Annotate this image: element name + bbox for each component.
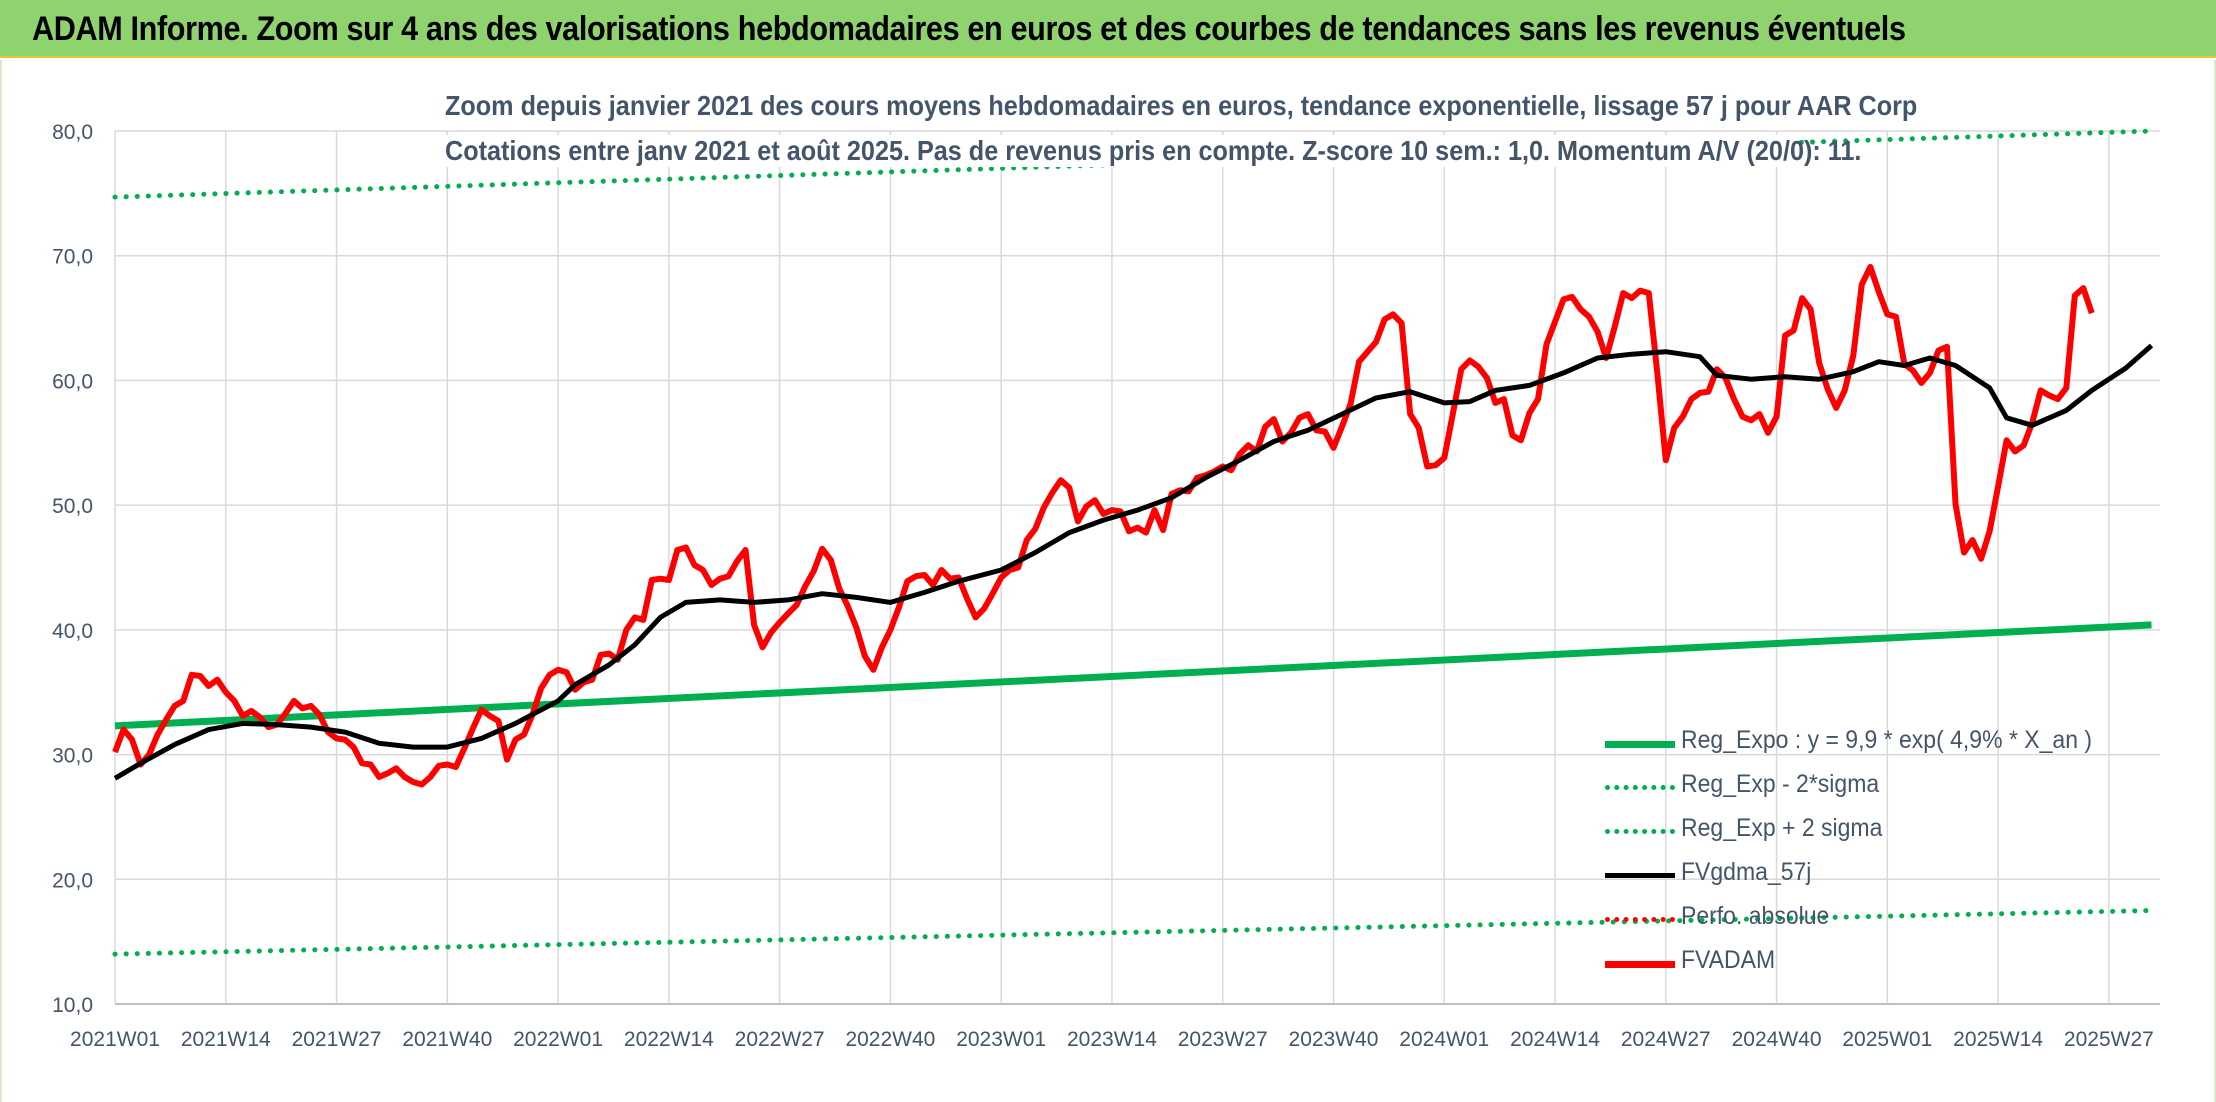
legend-label: FVgdma_57j [1681,858,1812,886]
x-tick-label: 2021W01 [70,1028,160,1051]
x-tick-label: 2025W14 [1953,1028,2043,1051]
series-line-fvgdma_57j [113,343,2154,781]
y-tick-label: 40,0 [52,620,93,643]
x-tick-label: 2023W40 [1289,1028,1379,1051]
x-tick-label: 2021W14 [181,1028,271,1051]
chart-title: Zoom depuis janvier 2021 des cours moyen… [445,90,1918,122]
x-tick-label: 2021W27 [292,1028,382,1051]
y-tick-label: 70,0 [52,246,93,269]
x-tick-label: 2023W14 [1067,1028,1157,1051]
legend-item: Perfo. absolue [1605,898,2125,942]
x-tick-label: 2024W27 [1621,1028,1711,1051]
legend-label: Reg_Exp - 2*sigma [1681,770,1880,798]
chart-area [0,60,2216,1102]
legend-swatch [1605,741,1675,748]
chart-legend: Reg_Expo : y = 9,9 * exp( 4,9% * X_an ) R… [1605,722,2125,986]
legend-item: FVgdma_57j [1605,854,2125,898]
legend-swatch [1605,961,1675,968]
x-tick-label: 2022W01 [513,1028,603,1051]
legend-label: Reg_Expo : y = 9,9 * exp( 4,9% * X_an ) [1681,726,2093,754]
y-tick-label: 50,0 [52,495,93,518]
x-tick-label: 2021W40 [402,1028,492,1051]
y-tick-label: 80,0 [52,121,93,144]
legend-swatch [1605,917,1675,922]
header-title: ADAM Informe. Zoom sur 4 ans des valoris… [32,10,1906,48]
x-tick-label: 2023W27 [1178,1028,1268,1051]
x-tick-label: 2023W01 [956,1028,1046,1051]
legend-item: Reg_Exp - 2*sigma [1605,766,2125,810]
y-tick-label: 30,0 [52,745,93,768]
y-tick-label: 60,0 [52,370,93,393]
x-tick-label: 2024W01 [1399,1028,1489,1051]
x-tick-label: 2025W27 [2064,1028,2154,1051]
y-tick-label: 20,0 [52,869,93,892]
x-tick-label: 2024W14 [1510,1028,1600,1051]
series-line-reg_expo [114,621,2152,730]
legend-item: Reg_Expo : y = 9,9 * exp( 4,9% * X_an ) [1605,722,2125,766]
series-line-fvadam [112,263,2095,788]
series-line-reg_exp [112,908,2154,957]
chart-subtitle: Cotations entre janv 2021 et août 2025. … [445,135,1862,167]
legend-label: Perfo. absolue [1681,902,1830,930]
legend-label: FVADAM [1681,946,1776,974]
x-tick-label: 2022W40 [845,1028,935,1051]
legend-label: Reg_Exp + 2 sigma [1681,814,1883,842]
x-tick-label: 2025W01 [1842,1028,1932,1051]
legend-item: Reg_Exp + 2 sigma [1605,810,2125,854]
legend-swatch [1605,873,1675,878]
x-tick-label: 2024W40 [1732,1028,1822,1051]
chart-header: ADAM Informe. Zoom sur 4 ans des valoris… [0,0,2216,58]
legend-swatch [1605,785,1675,790]
legend-item: FVADAM [1605,942,2125,986]
legend-swatch [1605,829,1675,834]
y-tick-label: 10,0 [52,994,93,1017]
x-tick-label: 2022W14 [624,1028,714,1051]
x-tick-label: 2022W27 [735,1028,825,1051]
